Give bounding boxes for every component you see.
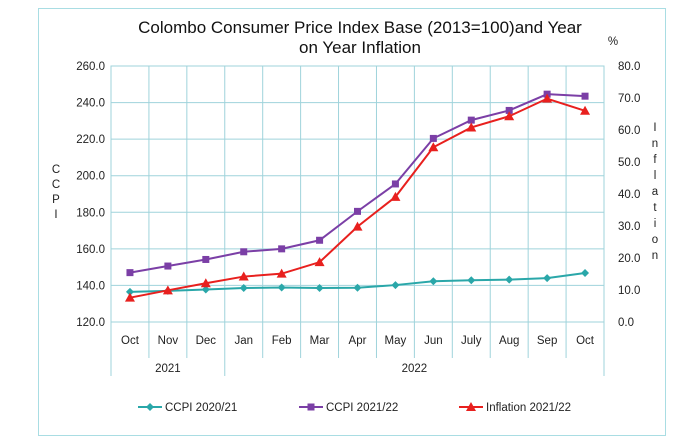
right-axis-label-letter: l (654, 170, 657, 182)
left-tick-label: 140.0 (76, 280, 105, 292)
data-point-ccpi-2021-22 (278, 245, 286, 253)
left-tick-label: 180.0 (76, 207, 105, 219)
right-tick-label: 10.0 (618, 285, 640, 297)
right-axis-label-letter: o (652, 234, 658, 246)
left-axis-label-letter: C (52, 164, 60, 176)
data-point-ccpi-2020-21 (125, 287, 134, 296)
right-axis-label-letter: n (652, 250, 658, 262)
data-point-ccpi-2020-21 (391, 281, 400, 290)
right-tick-label: 80.0 (618, 61, 640, 73)
right-tick-label: 50.0 (618, 157, 640, 169)
legend-label: Inflation 2021/22 (486, 402, 571, 414)
data-point-inflation-2021-22 (580, 105, 591, 115)
data-point-inflation-2021-22 (124, 292, 135, 302)
data-point-ccpi-2020-21 (429, 277, 438, 286)
data-point-ccpi-2020-21 (505, 275, 514, 284)
data-point-ccpi-2021-22 (354, 207, 361, 215)
left-axis-label-letter: P (52, 194, 60, 206)
right-axis-unit: % (608, 36, 618, 48)
legend-marker-ccpi-2020-21 (146, 403, 154, 411)
right-tick-label: 70.0 (618, 93, 640, 105)
data-point-inflation-2021-22 (428, 142, 439, 152)
left-axis-label-letter: I (54, 209, 57, 221)
category-label: Jun (424, 335, 443, 347)
data-point-inflation-2021-22 (200, 278, 211, 288)
right-tick-label: 0.0 (618, 317, 634, 329)
category-label: Feb (272, 335, 292, 347)
data-point-inflation-2021-22 (542, 93, 553, 103)
data-point-ccpi-2020-21 (201, 285, 210, 294)
legend-label: CCPI 2021/22 (326, 402, 398, 414)
data-point-ccpi-2020-21 (353, 283, 362, 292)
chart-title: Colombo Consumer Price Index Base (2013=… (138, 18, 582, 37)
data-point-ccpi-2021-22 (164, 262, 172, 270)
data-point-ccpi-2021-22 (505, 106, 513, 114)
category-label: Apr (349, 335, 367, 347)
right-axis-label-letter: i (654, 218, 657, 230)
right-tick-label: 60.0 (618, 125, 640, 137)
data-point-ccpi-2020-21 (277, 283, 286, 292)
legend: CCPI 2020/21 CCPI 2021/22 Inflation 2021/2… (138, 402, 571, 414)
legend-label: CCPI 2020/21 (165, 402, 237, 414)
category-label: Jan (234, 335, 253, 347)
category-label: Aug (499, 335, 519, 347)
data-point-ccpi-2021-22 (429, 134, 437, 142)
data-point-ccpi-2021-22 (240, 248, 248, 256)
data-point-inflation-2021-22 (162, 285, 173, 295)
grid (110, 65, 605, 323)
category-label: Mar (310, 335, 330, 347)
category-label: May (385, 335, 407, 347)
left-tick-label: 200.0 (76, 171, 105, 183)
data-point-inflation-2021-22 (504, 111, 515, 121)
right-axis-label-letter: t (653, 202, 657, 214)
category-label: July (461, 335, 482, 347)
data-point-ccpi-2021-22 (581, 92, 589, 100)
right-axis-label-letter: n (652, 138, 658, 150)
year-label: 2021 (155, 363, 181, 375)
data-point-ccpi-2021-22 (316, 236, 324, 244)
legend-marker-inflation-2021-22 (466, 402, 476, 411)
data-point-ccpi-2020-21 (581, 268, 590, 277)
data-point-ccpi-2021-22 (126, 269, 134, 277)
data-point-ccpi-2020-21 (543, 274, 552, 283)
data-point-inflation-2021-22 (238, 271, 249, 281)
year-label: 2022 (402, 363, 428, 375)
plot-area (110, 65, 605, 323)
right-tick-label: 40.0 (618, 189, 640, 201)
data-point-ccpi-2021-22 (467, 116, 475, 124)
text-layer: 120.0 140.0 160.0 180.0 200.0 220.0 240.0 260.0… (52, 18, 659, 375)
data-point-ccpi-2020-21 (315, 283, 324, 292)
data-point-ccpi-2021-22 (391, 180, 399, 188)
data-point-ccpi-2020-21 (467, 276, 476, 285)
axes (110, 322, 605, 376)
left-tick-label: 120.0 (76, 317, 105, 329)
chart-frame (38, 8, 666, 436)
right-axis-label-letter: I (653, 122, 656, 134)
left-tick-label: 220.0 (76, 134, 105, 146)
right-tick-label: 30.0 (618, 221, 640, 233)
data-point-inflation-2021-22 (352, 221, 363, 231)
category-label: Oct (576, 335, 595, 347)
right-axis-label-letter: f (653, 154, 657, 166)
category-label: Oct (121, 335, 140, 347)
data-point-inflation-2021-22 (314, 257, 325, 267)
legend-marker-ccpi-2021-22 (307, 403, 315, 411)
left-tick-label: 260.0 (76, 61, 105, 73)
category-label: Dec (196, 335, 217, 347)
left-tick-label: 240.0 (76, 98, 105, 110)
data-point-inflation-2021-22 (466, 122, 477, 132)
data-point-inflation-2021-22 (276, 268, 287, 278)
category-label: Sep (537, 335, 557, 347)
left-axis-label-letter: C (52, 179, 60, 191)
data-point-inflation-2021-22 (390, 191, 401, 201)
left-tick-label: 160.0 (76, 244, 105, 256)
category-label: Nov (158, 335, 179, 347)
data-point-ccpi-2020-21 (239, 283, 248, 292)
right-axis-label-letter: a (652, 186, 659, 198)
right-tick-label: 20.0 (618, 253, 640, 265)
data-point-ccpi-2021-22 (202, 255, 210, 263)
chart-title: on Year Inflation (299, 38, 421, 57)
series-layer (124, 90, 591, 302)
